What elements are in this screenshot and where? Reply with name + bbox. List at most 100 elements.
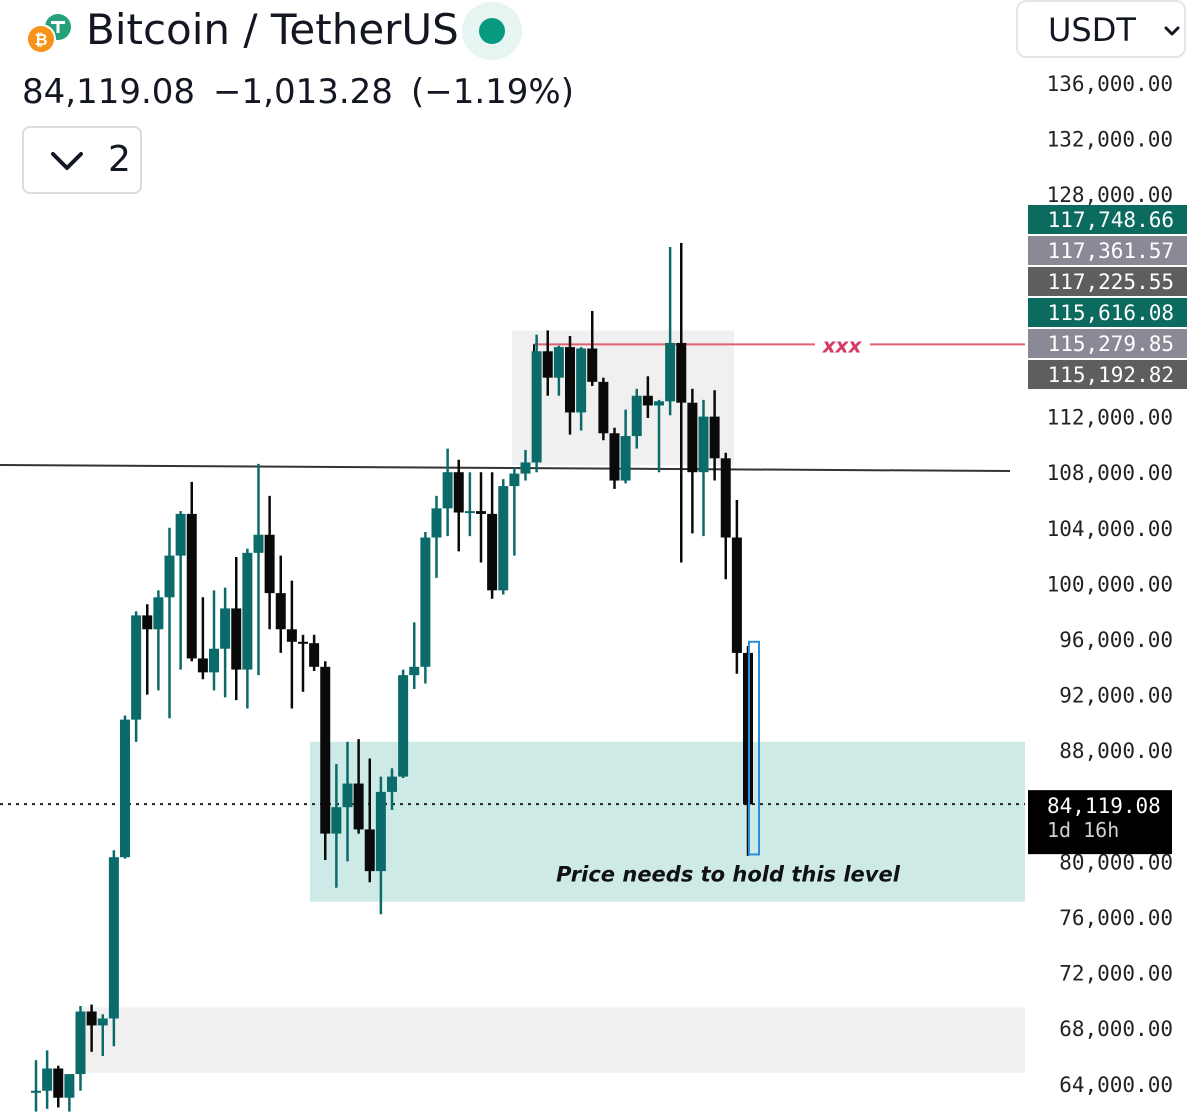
chart-header: ₿ Bitcoin / TetherUS 84,119.08 −1,013.28 (… — [0, 0, 1020, 200]
candle — [598, 377, 609, 441]
candle-body — [331, 807, 342, 834]
candle-body — [431, 508, 442, 538]
candle-body — [220, 608, 231, 649]
svg-text:₿: ₿ — [34, 30, 47, 49]
candle-body — [687, 402, 698, 473]
candle — [531, 334, 542, 473]
candle — [286, 580, 297, 709]
candle-body — [476, 511, 486, 514]
candle-body — [398, 675, 409, 777]
bitcoin-tether-logo-icon: ₿ — [22, 12, 74, 56]
candle-body — [164, 555, 175, 598]
candle-body — [353, 783, 364, 830]
candle — [75, 1005, 86, 1091]
candle-body — [442, 472, 453, 509]
y-tick-label: 80,000.00 — [1059, 850, 1173, 874]
candle — [97, 1014, 108, 1056]
candle — [453, 459, 464, 552]
indicators-collapse-button[interactable]: 2 — [22, 126, 142, 194]
candle — [631, 388, 642, 449]
candle-body — [42, 1068, 53, 1091]
price-label-bg — [1028, 329, 1187, 358]
y-tick-label: 104,000.00 — [1047, 517, 1173, 541]
candle — [142, 604, 153, 695]
candle-body — [320, 666, 331, 834]
candle-body — [420, 537, 431, 667]
candle-body — [197, 658, 208, 673]
price-label-text: 117,225.55 — [1048, 270, 1174, 294]
price-axis[interactable]: 136,000.00 132,000.00 128,000.00 112,000.00… — [1028, 72, 1187, 1097]
candle-body — [698, 416, 709, 473]
candle-body — [609, 433, 620, 481]
candle — [576, 347, 587, 431]
candle-body — [654, 401, 664, 406]
price-label-text: 115,192.82 — [1048, 363, 1174, 387]
highlight-box — [748, 640, 760, 856]
candle-body — [53, 1068, 64, 1098]
candle — [209, 590, 219, 691]
candle — [498, 479, 509, 595]
y-tick-label: 96,000.00 — [1059, 628, 1173, 652]
candle-body — [242, 552, 253, 670]
candle-body — [631, 395, 642, 437]
price-label: 117,361.57 — [1028, 236, 1187, 265]
candle-body — [86, 1011, 97, 1026]
candle-body — [576, 348, 587, 413]
candle-body — [676, 342, 687, 403]
candle — [275, 555, 286, 653]
candle — [420, 531, 431, 684]
candle — [197, 597, 208, 680]
candle — [86, 1004, 97, 1052]
candle — [309, 634, 320, 671]
price-label-text: 117,748.66 — [1048, 208, 1174, 232]
candle-body — [153, 597, 164, 630]
candle — [587, 310, 598, 387]
candle — [476, 472, 486, 563]
candle-body — [309, 643, 320, 667]
candle — [687, 388, 698, 534]
candle — [298, 634, 308, 692]
price-summary: 84,119.08 −1,013.28 (−1.19%) — [22, 70, 592, 114]
y-tick-label: 132,000.00 — [1047, 128, 1173, 152]
candle — [387, 768, 397, 810]
candle — [253, 463, 264, 676]
candle — [186, 481, 197, 662]
candle — [464, 472, 475, 537]
price-label: 115,192.82 — [1028, 360, 1187, 389]
candle-body — [364, 829, 375, 872]
candle — [264, 495, 275, 630]
y-tick-label: 128,000.00 — [1047, 183, 1173, 207]
price-label: 115,616.08 — [1028, 298, 1187, 327]
demand-zone-label: Price needs to hold this level — [556, 863, 901, 887]
candle — [565, 335, 575, 435]
candle-body — [286, 629, 297, 642]
indicators-count: 2 — [108, 139, 131, 180]
price-label-text: 115,616.08 — [1048, 301, 1174, 325]
candle-body — [142, 615, 153, 630]
candle — [342, 741, 353, 862]
candle-body — [642, 395, 653, 406]
currency-select[interactable]: USDT — [1016, 0, 1186, 58]
candle — [609, 427, 620, 489]
y-tick-label: 76,000.00 — [1059, 906, 1173, 930]
candle — [331, 764, 342, 888]
candle — [320, 661, 331, 861]
candle-countdown: 1d 16h — [1047, 818, 1119, 842]
market-status-indicator[interactable] — [462, 2, 522, 60]
candle-body — [375, 791, 386, 872]
candle — [720, 452, 731, 580]
target-line-label: xxx — [822, 333, 863, 357]
candle-body — [231, 608, 242, 670]
candle — [108, 850, 119, 1047]
candle-body — [520, 462, 531, 474]
candle-body — [108, 857, 119, 1019]
price-label-bg — [1028, 298, 1187, 327]
price-label-text: 117,361.57 — [1048, 239, 1174, 263]
candle — [353, 739, 364, 834]
pair-title: Bitcoin / TetherUS — [86, 5, 459, 54]
candle-body — [720, 458, 731, 538]
candle-body — [253, 534, 264, 553]
candle — [731, 500, 742, 674]
